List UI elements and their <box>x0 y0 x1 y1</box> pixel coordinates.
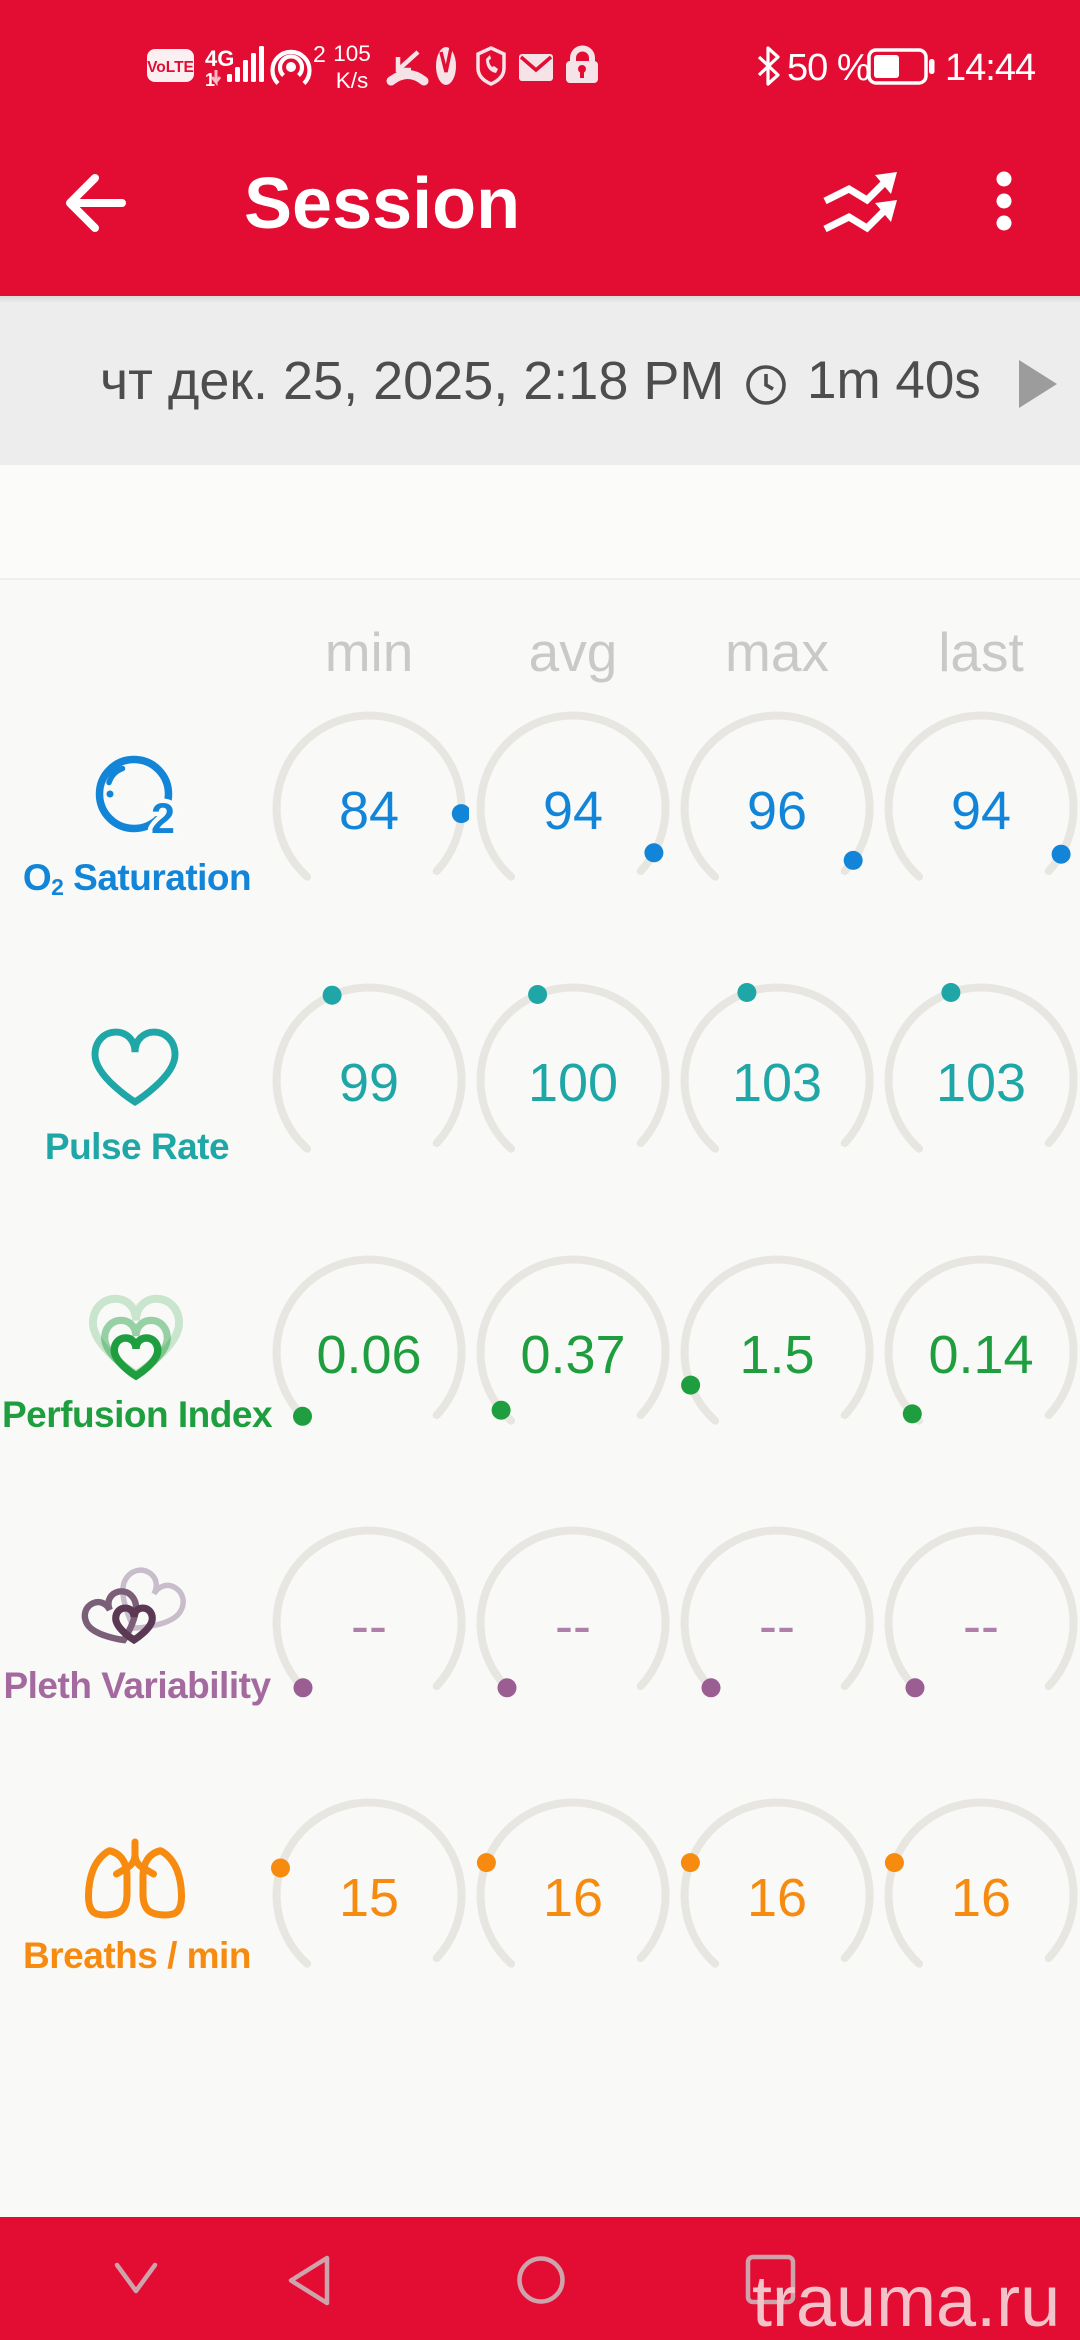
svg-text:50 %: 50 % <box>787 47 870 89</box>
svg-text:VoLTE: VoLTE <box>147 59 194 76</box>
svg-text:105: 105 <box>333 41 371 66</box>
svg-text:1: 1 <box>205 70 215 90</box>
svg-text:4G: 4G <box>205 46 234 71</box>
svg-text:14:44: 14:44 <box>945 47 1036 89</box>
svg-text:trauma.ru: trauma.ru <box>752 2262 1060 2340</box>
svg-text:2: 2 <box>313 41 326 67</box>
svg-text:2: 2 <box>151 795 175 843</box>
svg-text:K/s: K/s <box>336 68 369 93</box>
